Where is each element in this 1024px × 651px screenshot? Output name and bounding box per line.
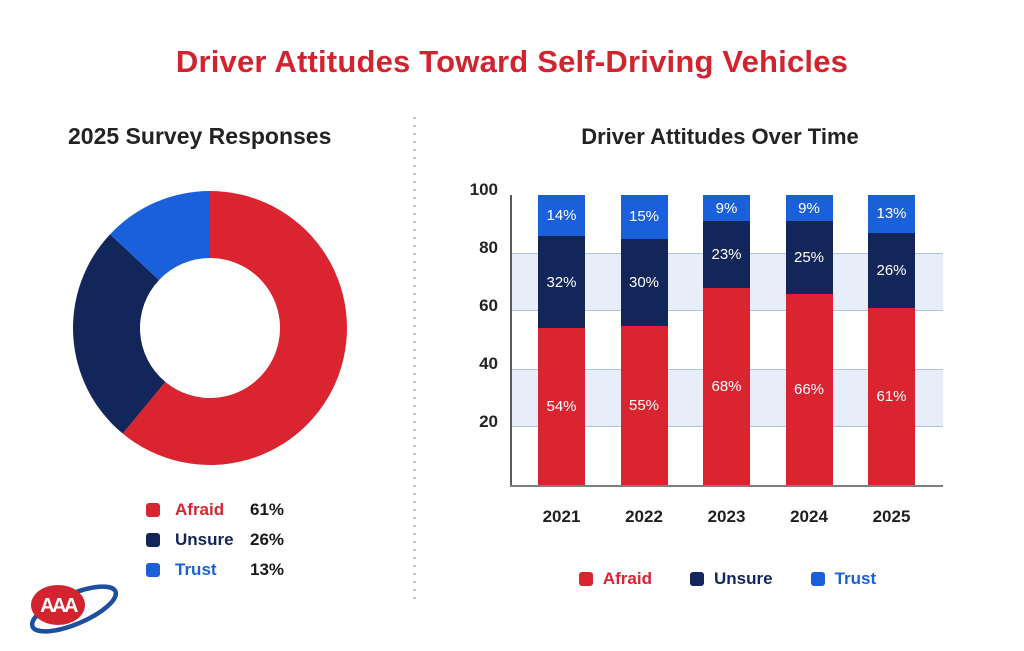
- donut-section-title: 2025 Survey Responses: [68, 123, 332, 149]
- legend-label-afraid: Afraid: [602, 569, 652, 588]
- stacked-bar-2024: 9% 25% 66%: [785, 195, 833, 485]
- stacked-bar-2022: 15% 30% 55%: [620, 195, 668, 485]
- bar-value-label: 23%: [711, 245, 742, 263]
- legend-label-unsure: Unsure: [713, 569, 773, 588]
- bar-segment-afraid-2023: 68%: [703, 287, 750, 485]
- donut-slice-trust: [110, 191, 210, 281]
- bar-segment-trust-2021: 14%: [538, 195, 585, 236]
- x-axis-line: [510, 485, 943, 487]
- legend-label-trust: Trust: [175, 560, 217, 579]
- bar-value-label: 32%: [546, 273, 577, 291]
- y-axis-tick-label-60: 60: [479, 296, 498, 315]
- bar-value-label: 68%: [711, 377, 742, 395]
- logo-oval: [31, 585, 85, 625]
- legend-value-afraid: 61%: [250, 500, 285, 519]
- bar-segment-trust-2022: 15%: [620, 195, 668, 239]
- bar-segment-afraid-2022: 55%: [620, 325, 668, 485]
- legend-label-afraid: Afraid: [175, 500, 225, 519]
- bar-value-label: 66%: [793, 380, 825, 398]
- x-axis-label-2023: 2023: [707, 507, 746, 526]
- bar-value-label: 54%: [546, 398, 577, 416]
- stacked-bar-chart: 14% 32% 54% 2021 15% 30% 55% 2022 9% 23% 68% 2023 9%…: [510, 195, 943, 526]
- y-axis-tick-label-40: 40: [479, 354, 498, 373]
- bar-segment-afraid-2025: 61%: [868, 308, 915, 485]
- bar-chart-legend: Afraid Unsure Trust: [512, 569, 943, 589]
- legend-row-unsure: Unsure 26%: [146, 530, 285, 549]
- section-divider: [413, 117, 416, 605]
- y-axis-tick-label-80: 80: [479, 238, 498, 257]
- unsure-swatch-icon: [146, 533, 160, 547]
- donut-legend: Afraid 61% Unsure 26% Trust 13%: [146, 500, 285, 593]
- legend-item-trust: Trust: [810, 569, 877, 589]
- bar-value-label: 61%: [876, 388, 907, 406]
- afraid-swatch-icon: [146, 503, 160, 517]
- bar-value-label: 14%: [546, 206, 577, 224]
- bar-value-label: 30%: [628, 273, 660, 291]
- x-axis-label-2022: 2022: [625, 507, 663, 526]
- bar-value-label: 13%: [876, 205, 907, 223]
- stacked-bar-2025: 13% 26% 61%: [868, 195, 915, 485]
- bar-segment-unsure-2022: 30%: [620, 238, 668, 326]
- bar-value-label: 9%: [715, 199, 738, 217]
- bar-segment-unsure-2024: 25%: [785, 221, 833, 294]
- legend-value-unsure: 26%: [250, 530, 285, 549]
- legend-row-afraid: Afraid 61%: [146, 500, 285, 519]
- legend-item-unsure: Unsure: [689, 569, 773, 589]
- bar-segment-afraid-2021: 54%: [538, 328, 585, 485]
- x-axis-label-2024: 2024: [790, 507, 828, 526]
- donut-chart: [73, 191, 347, 465]
- legend-row-trust: Trust 13%: [146, 560, 285, 579]
- bar-value-label: 9%: [798, 199, 820, 217]
- trust-swatch-icon: [146, 563, 160, 577]
- stacked-bar-2021: 14% 32% 54%: [538, 195, 585, 485]
- trust-swatch-icon: [810, 572, 825, 586]
- legend-value-trust: 13%: [250, 560, 285, 579]
- y-axis-tick-label-100: 100: [469, 180, 498, 199]
- page-title: Driver Attitudes Toward Self-Driving Veh…: [175, 44, 849, 79]
- bar-section-title: Driver Attitudes Over Time: [581, 124, 859, 149]
- bar-value-label: 15%: [628, 208, 660, 226]
- bar-segment-trust-2023: 9%: [703, 195, 750, 222]
- unsure-swatch-icon: [689, 572, 704, 586]
- logo-text: AAA: [40, 595, 78, 617]
- x-axis-label-2021: 2021: [542, 507, 581, 526]
- bar-segment-unsure-2021: 32%: [538, 235, 585, 329]
- y-axis: 20 40 60 80 100: [450, 180, 498, 485]
- legend-label-unsure: Unsure: [175, 530, 234, 549]
- bar-segment-unsure-2023: 23%: [703, 221, 750, 288]
- y-axis-line: [510, 195, 512, 487]
- afraid-swatch-icon: [578, 572, 593, 586]
- bar-value-label: 26%: [876, 261, 907, 279]
- bar-segment-trust-2025: 13%: [868, 195, 915, 233]
- donut-slice-unsure: [73, 234, 166, 434]
- x-axis-label-2025: 2025: [872, 507, 911, 526]
- legend-label-trust: Trust: [834, 569, 877, 588]
- donut-slice-afraid: [122, 191, 347, 465]
- bar-value-label: 25%: [793, 248, 825, 266]
- bar-segment-afraid-2024: 66%: [785, 293, 833, 485]
- bar-segment-trust-2024: 9%: [785, 195, 833, 222]
- bar-segment-unsure-2025: 26%: [868, 232, 915, 309]
- stacked-bar-2023: 9% 23% 68%: [703, 195, 750, 485]
- aaa-logo: AAA: [29, 584, 119, 634]
- legend-item-afraid: Afraid: [578, 569, 652, 589]
- y-axis-tick-label-20: 20: [479, 412, 498, 431]
- bar-value-label: 55%: [628, 396, 660, 414]
